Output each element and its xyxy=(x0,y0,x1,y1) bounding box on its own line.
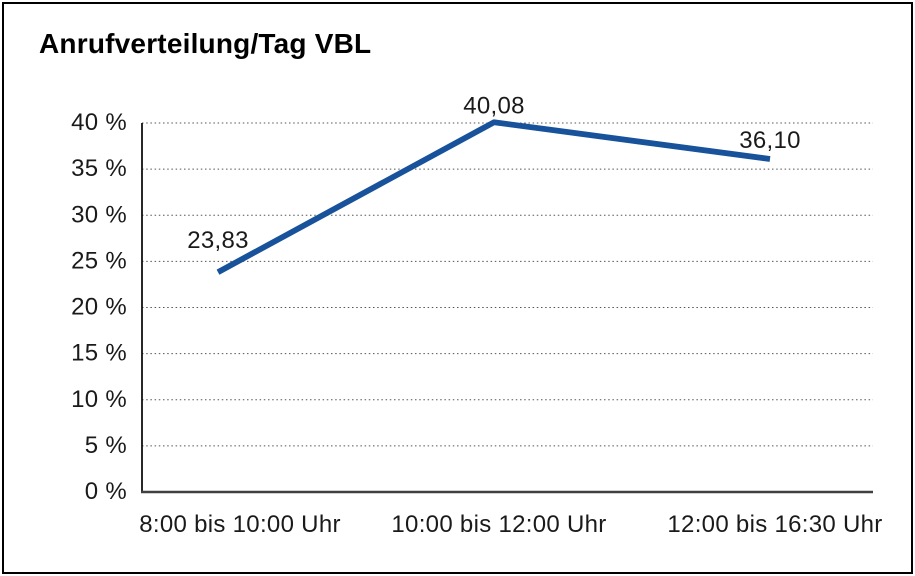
y-tick-label: 0 % xyxy=(85,478,127,505)
y-tick-label: 20 % xyxy=(71,294,127,321)
data-point-labels: 23,83 40,08 36,10 xyxy=(187,92,801,254)
y-tick-label: 5 % xyxy=(85,432,127,459)
y-tick-label: 40 % xyxy=(71,109,127,136)
y-tick-labels: 0 % 5 % 10 % 15 % 20 % 25 % 30 % 35 % 40 % xyxy=(71,109,127,505)
y-tick-label: 25 % xyxy=(71,247,127,274)
chart-title: Anrufverteilung/Tag VBL xyxy=(39,28,372,59)
y-tick-label: 15 % xyxy=(71,340,127,367)
x-category-labels: 8:00 bis 10:00 Uhr 10:00 bis 12:00 Uhr 12:… xyxy=(139,511,882,538)
y-tick-label: 30 % xyxy=(71,201,127,228)
data-point-label: 23,83 xyxy=(187,227,249,254)
y-tick-label: 10 % xyxy=(71,386,127,413)
data-point-label: 36,10 xyxy=(739,127,801,154)
x-category-label: 12:00 bis 16:30 Uhr xyxy=(667,511,882,538)
x-category-label: 10:00 bis 12:00 Uhr xyxy=(391,511,606,538)
y-tick-label: 35 % xyxy=(71,155,127,182)
x-category-label: 8:00 bis 10:00 Uhr xyxy=(139,511,341,538)
data-series-line xyxy=(216,119,771,275)
data-point-label: 40,08 xyxy=(463,92,525,119)
gridlines xyxy=(142,122,873,447)
